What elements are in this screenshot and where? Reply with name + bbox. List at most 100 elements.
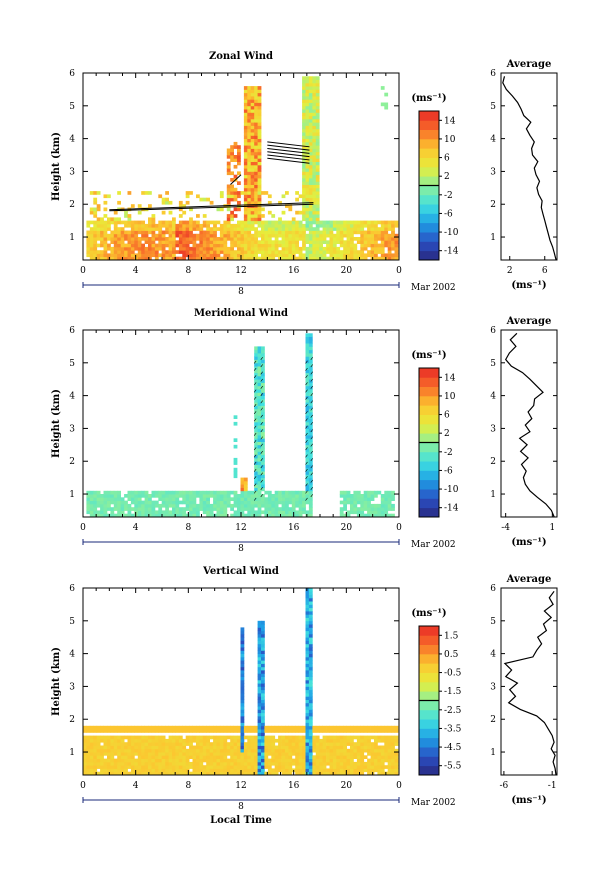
heatmap-cell	[141, 765, 145, 769]
heatmap-cell	[377, 735, 382, 740]
heatmap-cell	[370, 220, 375, 225]
heatmap-cell	[144, 755, 149, 759]
heatmap-cell	[322, 227, 327, 231]
heatmap-cell	[243, 490, 248, 495]
heatmap-cell	[124, 752, 128, 756]
heatmap-cell	[189, 220, 193, 225]
colorbar-swatch	[419, 377, 439, 387]
heatmap-cell	[305, 591, 310, 595]
heatmap-cell	[127, 223, 132, 228]
heatmap-cell	[93, 223, 98, 228]
heatmap-cell	[243, 102, 248, 107]
heatmap-cell	[326, 227, 330, 231]
heatmap-cell	[226, 237, 231, 241]
heatmap-cell	[353, 771, 358, 776]
heatmap-cell	[356, 768, 361, 773]
heatmap-cell	[305, 689, 310, 694]
heatmap-cell	[261, 230, 265, 235]
heatmap-cell	[216, 240, 221, 244]
heatmap-cell	[350, 507, 354, 511]
heatmap-cell	[175, 510, 180, 515]
heatmap-cell	[329, 256, 334, 261]
heatmap-cell	[175, 500, 180, 505]
heatmap-cell	[199, 240, 204, 244]
heatmap-cell	[305, 758, 310, 763]
profile-y-tick-label: 1	[490, 233, 496, 243]
heatmap-cell	[247, 178, 252, 182]
heatmap-cell	[315, 761, 320, 766]
heatmap-cell	[257, 467, 262, 472]
heatmap-cells	[86, 76, 399, 261]
heatmap-cell	[308, 356, 313, 360]
heatmap-cell	[261, 256, 265, 261]
heatmap-cell	[178, 742, 183, 746]
heatmap-cell	[394, 256, 399, 261]
heatmap-cell	[367, 510, 371, 515]
heatmap-cell	[254, 451, 258, 456]
heatmap-cell	[305, 722, 310, 727]
heatmap-cell	[96, 748, 101, 753]
heatmap-cell	[295, 230, 299, 235]
heatmap-cell	[343, 771, 347, 776]
heatmap-cell	[165, 738, 169, 743]
heatmap-cell	[346, 752, 351, 756]
heatmap-cell	[356, 507, 361, 511]
heatmap-cell	[237, 158, 241, 162]
heatmap-cell	[360, 735, 365, 740]
tick-marks	[82, 329, 400, 517]
heatmap-cell	[196, 237, 200, 241]
heatmap-cell	[192, 227, 197, 231]
heatmap-cell	[305, 418, 310, 423]
heatmap-cell	[264, 500, 269, 505]
heatmap-cell	[158, 748, 163, 753]
colorbar-unit: (ms⁻¹)	[411, 350, 446, 361]
heatmap-cell	[223, 768, 228, 773]
heatmap-cell	[178, 729, 183, 733]
heatmap-cell	[308, 362, 313, 367]
heatmap-cell	[137, 223, 142, 228]
heatmap-cell	[254, 155, 258, 159]
colorbar-swatch	[419, 157, 439, 168]
heatmap-cell	[257, 742, 262, 746]
heatmap-cell	[175, 745, 180, 750]
heatmap-cell	[305, 187, 310, 192]
heatmap-cell	[230, 735, 234, 740]
heatmap-cell	[360, 768, 365, 773]
heatmap-cell	[261, 494, 265, 498]
heatmap-cell	[261, 699, 265, 704]
heatmap-cell	[377, 755, 382, 759]
heatmap-cell	[322, 771, 327, 776]
heatmap-cell	[130, 494, 135, 498]
heatmap-cell	[230, 223, 234, 228]
heatmap-cell	[243, 477, 248, 482]
heatmap-cell	[257, 507, 262, 511]
heatmap-cell	[134, 765, 139, 769]
heatmap-cell	[305, 227, 310, 231]
heatmap-cell	[223, 230, 228, 235]
heatmap-cell	[356, 494, 361, 498]
heatmap-cell	[151, 503, 156, 508]
heatmap-cell	[384, 92, 389, 97]
heatmap-cell	[305, 454, 310, 459]
heatmap-cell	[120, 752, 125, 756]
heatmap-cell	[226, 155, 231, 159]
contour-line	[253, 375, 257, 379]
heatmap-cell	[168, 729, 173, 733]
heatmap-cell	[250, 738, 255, 743]
heatmap-cell	[315, 230, 320, 235]
heatmap-cell	[182, 510, 187, 515]
heatmap-cell	[233, 748, 238, 753]
heatmap-cell	[350, 748, 354, 753]
heatmap-cell	[374, 243, 378, 248]
heatmap-cell	[356, 253, 361, 258]
heatmap-cell	[350, 752, 354, 756]
heatmap-cell	[172, 494, 176, 498]
heatmap-cell	[305, 353, 310, 357]
heatmap-cell	[261, 732, 265, 737]
chart-title: Meridional Wind	[194, 308, 288, 319]
heatmap-cell	[113, 735, 118, 740]
heatmap-cell	[339, 220, 344, 225]
heatmap-cell	[329, 240, 334, 244]
heatmap-cell	[264, 765, 269, 769]
heatmap-cell	[305, 765, 310, 769]
